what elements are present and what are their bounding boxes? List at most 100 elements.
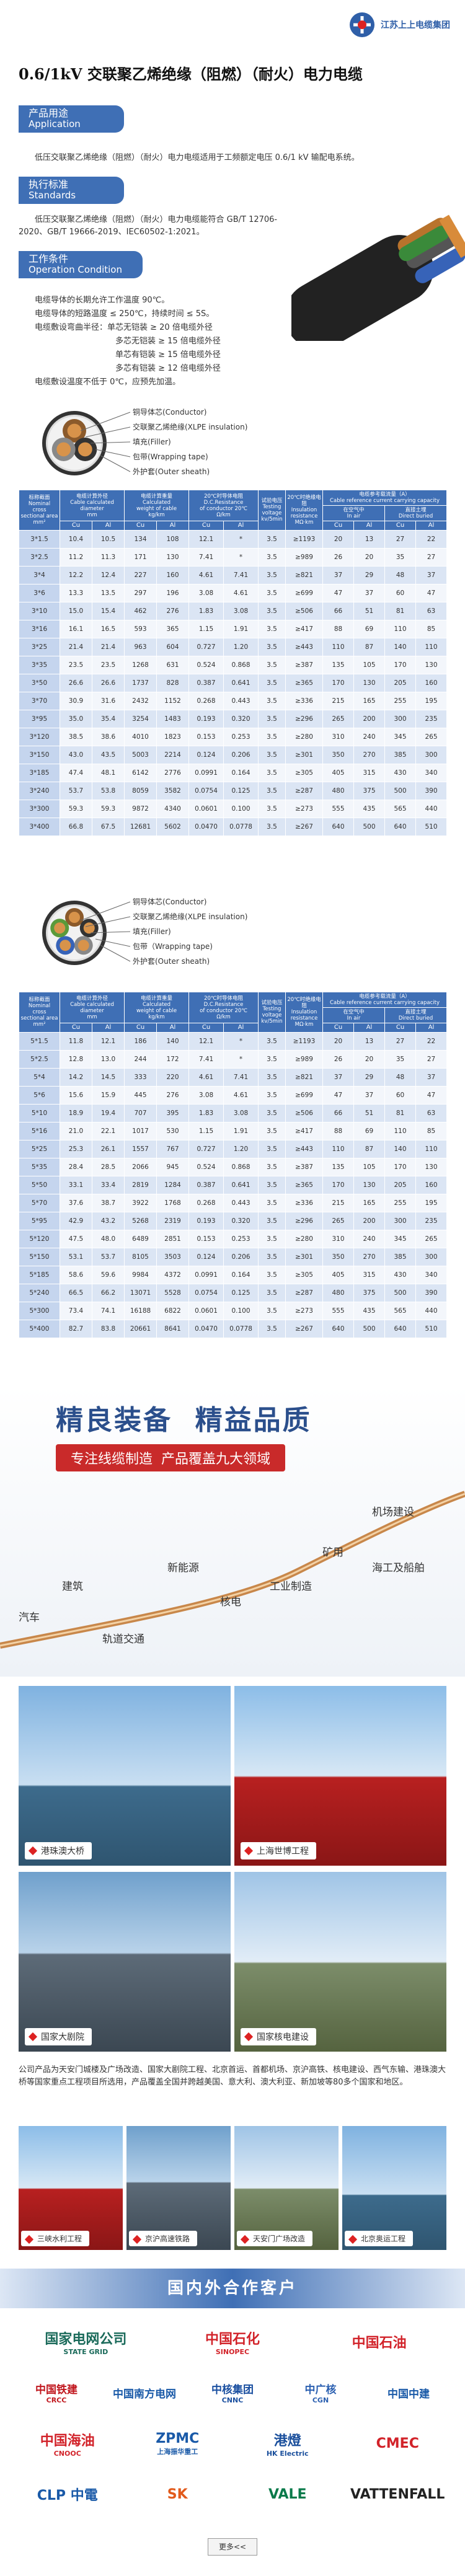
projects-more: 三峡水利工程 京沪高速铁路 天安门广场改造 北京奥运工程 — [19, 2126, 446, 2250]
table-cell: 1.20 — [223, 1140, 259, 1158]
table-cell: 11.2 — [60, 548, 92, 567]
table-cell: 26 — [322, 1050, 355, 1069]
leader — [85, 426, 131, 438]
table-cell: 47.4 — [60, 764, 92, 782]
table-cell: 5*25 — [19, 1140, 60, 1158]
project-label: 国家大剧院 — [25, 2028, 92, 2045]
header-cell: Cu — [188, 1023, 224, 1033]
table-cell: 2776 — [156, 764, 190, 782]
more-button[interactable]: 更多<< — [208, 2538, 257, 2556]
header-cell: Al — [223, 1023, 259, 1033]
table-cell: 110 — [415, 638, 448, 656]
header-cell: 20℃时导体电阻 D.C.Resistance of conductor 20℃… — [188, 992, 259, 1023]
table-cell: 0.153 — [188, 1230, 224, 1248]
table-cell: 165 — [353, 1194, 386, 1212]
table-cell: 5*4 — [19, 1068, 60, 1087]
table-cell: 23.5 — [91, 656, 125, 674]
logo-row: CLP 中電 SK VALE VATTENFALL — [12, 2471, 453, 2518]
spec-table: 标称截面 Nominal cross sectional area mm² 电缆计… — [19, 490, 448, 836]
project-label: 北京奥运工程 — [345, 2231, 414, 2246]
table-cell: 47 — [415, 1086, 448, 1105]
brand: 江苏上上电缆集团 — [348, 11, 450, 38]
conductor — [67, 423, 82, 438]
table-cell: 15.0 — [60, 602, 92, 620]
table-cell: ≥387 — [285, 1158, 324, 1176]
table-cell: 134 — [124, 530, 157, 549]
table-cell: 3.5 — [258, 1032, 286, 1051]
table-row: 3*120 38.5 38.6 4010 1823 0.153 0.253 3.5 ≥280 31… — [19, 728, 448, 746]
table-cell: 445 — [124, 1086, 157, 1105]
table-cell: 10.5 — [91, 530, 125, 549]
application-tag: 产品用途 Application — [19, 105, 124, 133]
table-cell: 3.5 — [258, 530, 286, 549]
table-cell: 108 — [156, 530, 190, 549]
table-cell: 631 — [156, 656, 190, 674]
table-cell: 3.5 — [258, 638, 286, 656]
leader — [95, 938, 131, 947]
table-cell: 73.4 — [60, 1302, 92, 1320]
table-cell: 0.0601 — [188, 1302, 224, 1320]
table-cell: 88 — [322, 620, 355, 638]
table-cell: 3.5 — [258, 692, 286, 710]
table-cell: 1.15 — [188, 620, 224, 638]
structure-label: 填充(Filler) — [133, 927, 171, 936]
company: 江苏上上电缆集团 — [381, 20, 450, 30]
table-cell: 12.1 — [91, 1032, 125, 1051]
table-cell: 25.3 — [60, 1140, 92, 1158]
header-cell: Al — [223, 521, 259, 531]
table-cell: 140 — [156, 1032, 190, 1051]
table-cell: 35 — [384, 548, 417, 567]
table-cell: 130 — [156, 548, 190, 567]
header-cell: Cu — [188, 521, 224, 531]
client-logo: 港燈 HK Electric — [236, 2420, 340, 2467]
table-cell: 48 — [384, 566, 417, 584]
table-cell: ≥821 — [285, 1068, 324, 1087]
logo-sub: 上海振华重工 — [157, 2447, 198, 2456]
client-logos: 国家电网公司 STATE GRID 中国石化 SINOPEC 中国石油 中国铁建 CRCC 中… — [12, 2318, 453, 2523]
table-cell: 195 — [415, 1194, 448, 1212]
table-cell: 500 — [353, 1320, 386, 1338]
table-cell: 13.3 — [60, 584, 92, 602]
table-cell: 0.0601 — [188, 800, 224, 818]
table-cell: 3*25 — [19, 638, 60, 656]
table-cell: 5*2.5 — [19, 1050, 60, 1069]
table-cell: 1483 — [156, 710, 190, 728]
table-cell: 1.91 — [223, 1122, 259, 1140]
table-cell: 0.0778 — [223, 1320, 259, 1338]
table-cell: 375 — [353, 782, 386, 800]
table-cell: 33.4 — [91, 1176, 125, 1194]
table-cell: 6142 — [124, 764, 157, 782]
table-cell: 1.20 — [223, 638, 259, 656]
table-cell: 3.5 — [258, 1158, 286, 1176]
header-cell: 电缆计算重量 Calculated weight of cable kg/km — [124, 992, 190, 1023]
table-cell: 0.320 — [223, 710, 259, 728]
table-cell: 3.08 — [223, 602, 259, 620]
header-cell: Cu — [124, 1023, 157, 1033]
standards-tag: 执行标准 Standards — [19, 177, 124, 204]
table-cell: 66 — [322, 1104, 355, 1123]
table-cell: 15.6 — [60, 1086, 92, 1105]
table-cell: 43.5 — [91, 746, 125, 764]
industry-label: 建筑 — [62, 1581, 83, 1593]
table-cell: 0.153 — [188, 728, 224, 746]
table-cell: 3.5 — [258, 1140, 286, 1158]
table-cell: 42.9 — [60, 1212, 92, 1230]
table-cell: 59.3 — [60, 800, 92, 818]
table-cell: 43.2 — [91, 1212, 125, 1230]
table-cell: 0.868 — [223, 656, 259, 674]
structure-label: 填充(Filler) — [133, 437, 171, 446]
table-cell: 12.8 — [60, 1050, 92, 1069]
table-cell: 22.1 — [91, 1122, 125, 1140]
table-cell: 22 — [415, 530, 448, 549]
table-cell: 640 — [384, 818, 417, 836]
table-cell: 297 — [124, 584, 157, 602]
leader — [90, 931, 131, 933]
table-cell: 170 — [384, 1158, 417, 1176]
table-cell: 0.0754 — [188, 1284, 224, 1302]
tag-cn: 执行标准 — [29, 179, 69, 190]
table-cell: 0.727 — [188, 1140, 224, 1158]
industries-subtitle: 专注线缆制造 产品覆盖九大领域 — [56, 1444, 285, 1471]
table-cell: 555 — [322, 800, 355, 818]
table-cell: 23.5 — [60, 656, 92, 674]
table-cell: 195 — [415, 692, 448, 710]
